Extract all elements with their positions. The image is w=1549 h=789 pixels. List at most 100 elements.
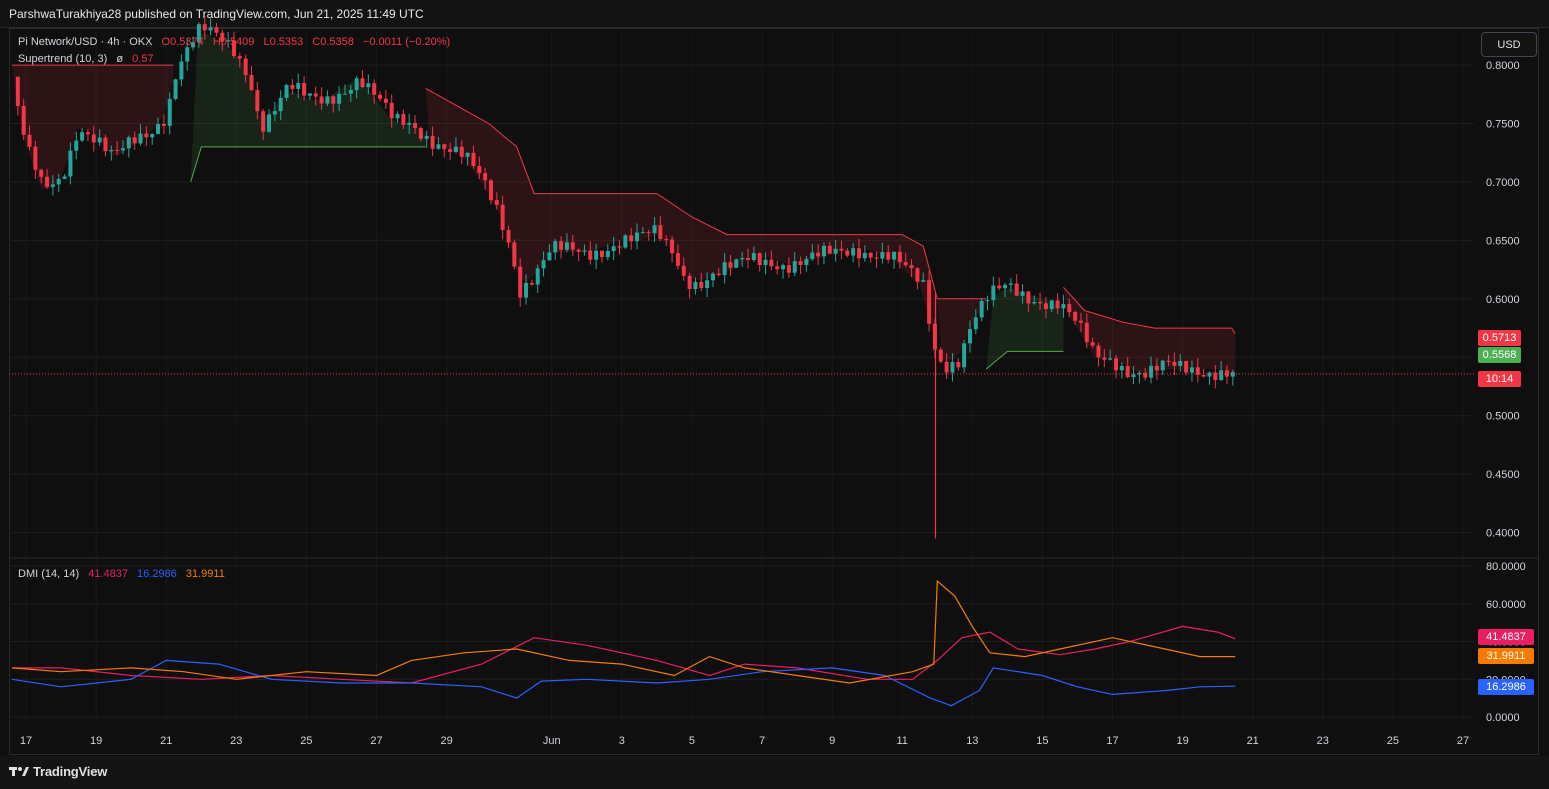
candle-body	[816, 252, 821, 257]
candle-body	[781, 265, 786, 270]
candle-body	[1055, 300, 1060, 309]
candle-body	[185, 47, 190, 62]
candle-body	[804, 258, 809, 265]
candle-body	[319, 96, 324, 104]
dmi-label: DMI (14, 14)	[18, 568, 80, 580]
legend-close: C0.5358	[312, 36, 354, 48]
candle-body	[1102, 357, 1107, 360]
candle-body	[302, 83, 307, 96]
time-tick-label: 3	[619, 735, 625, 747]
candle-body	[383, 98, 388, 103]
candle-body	[1090, 342, 1095, 346]
candle-body	[868, 252, 873, 258]
candle-body	[635, 232, 640, 242]
candle-body	[1073, 312, 1078, 321]
time-tick-label: 21	[160, 735, 172, 747]
legend-change: −0.0011 (−0.20%)	[362, 36, 451, 48]
candle-body	[372, 83, 377, 95]
candle-body	[173, 79, 178, 99]
publisher-line: ParshwaTurakhiya28 published on TradingV…	[9, 7, 424, 21]
candle-body	[115, 149, 120, 151]
candle-body	[196, 24, 201, 43]
time-tick-label: 27	[370, 735, 382, 747]
candle-body	[1067, 304, 1072, 313]
time-tick-label: 15	[1036, 735, 1048, 747]
candle-body	[944, 361, 949, 373]
candle-body	[664, 239, 669, 241]
candle-body	[1078, 320, 1083, 323]
candle-body	[1084, 322, 1089, 343]
candle-body	[1195, 367, 1200, 375]
time-tick-label: 5	[689, 735, 695, 747]
supertrend-value: 0.57	[132, 53, 154, 65]
candle-body	[973, 317, 978, 330]
currency-button[interactable]: USD	[1481, 32, 1537, 57]
supertrend-lines	[12, 64, 1236, 370]
candle-body	[202, 24, 207, 31]
chart-frame[interactable]	[9, 28, 1539, 755]
candle-body	[97, 137, 102, 143]
candle-body	[407, 122, 412, 125]
candle-body	[524, 282, 529, 298]
candle-body	[535, 268, 540, 285]
candle-body	[529, 282, 534, 285]
dmi-legend[interactable]: DMI (14, 14) 41.4837 16.2986 31.9911	[18, 568, 225, 580]
candle-body	[798, 261, 803, 265]
candle-body	[1230, 372, 1235, 377]
candle-body	[109, 149, 114, 152]
candle-body	[897, 251, 902, 263]
supertrend-legend[interactable]: Supertrend (10, 3) ø 0.57	[18, 53, 154, 65]
candle-body	[985, 300, 990, 302]
candle-body	[1108, 358, 1113, 360]
candle-body	[120, 148, 125, 151]
candle-body	[956, 362, 961, 368]
candle-body	[839, 248, 844, 251]
price-grid	[9, 30, 1474, 722]
candle-body	[588, 250, 593, 260]
candle-body	[681, 265, 686, 276]
candle-body	[62, 176, 67, 180]
candle-body	[1125, 366, 1130, 378]
candle-body	[74, 140, 79, 151]
candle-body	[191, 42, 196, 48]
candle-body	[564, 242, 569, 250]
candle-body	[553, 241, 558, 253]
candle-body	[494, 200, 499, 205]
candle-body	[845, 250, 850, 256]
footer-bar: TradingView	[0, 756, 1549, 789]
candle-body	[389, 102, 394, 119]
candle-body	[261, 111, 266, 132]
price-axis: 0.80000.75000.70000.65000.60000.55000.50…	[1486, 60, 1520, 540]
candle-body	[629, 235, 634, 242]
candle-body	[728, 262, 733, 268]
supertrend-fill	[12, 33, 1236, 375]
candle-body	[45, 176, 50, 187]
candle-body	[284, 84, 289, 98]
candle-body	[1137, 372, 1142, 375]
price-tick-label: 0.6000	[1486, 294, 1520, 306]
candle-body	[21, 105, 26, 135]
candle-body	[1014, 283, 1019, 296]
tradingview-logo-icon	[9, 765, 29, 779]
time-tick-label: 17	[1106, 735, 1118, 747]
candle-body	[459, 146, 464, 157]
adx-tag: 31.9911	[1478, 648, 1534, 664]
candle-body	[833, 248, 838, 254]
supertrend-eye-icon[interactable]: ø	[116, 53, 124, 65]
candle-body	[226, 40, 231, 42]
candle-body	[156, 123, 161, 134]
candle-body	[150, 133, 155, 138]
candle-body	[413, 122, 418, 129]
candle-body	[1061, 304, 1066, 309]
symbol-name: Pi Network/USD · 4h · OKX	[18, 36, 153, 48]
candle-body	[547, 252, 552, 261]
candle-body	[962, 343, 967, 368]
candle-body	[1020, 291, 1025, 296]
tradingview-logo[interactable]: TradingView	[9, 764, 107, 779]
candle-body	[740, 258, 745, 260]
candle-body	[617, 246, 622, 248]
supertrend-line	[985, 350, 1064, 370]
candle-body	[436, 144, 441, 149]
candle-body	[39, 169, 44, 177]
